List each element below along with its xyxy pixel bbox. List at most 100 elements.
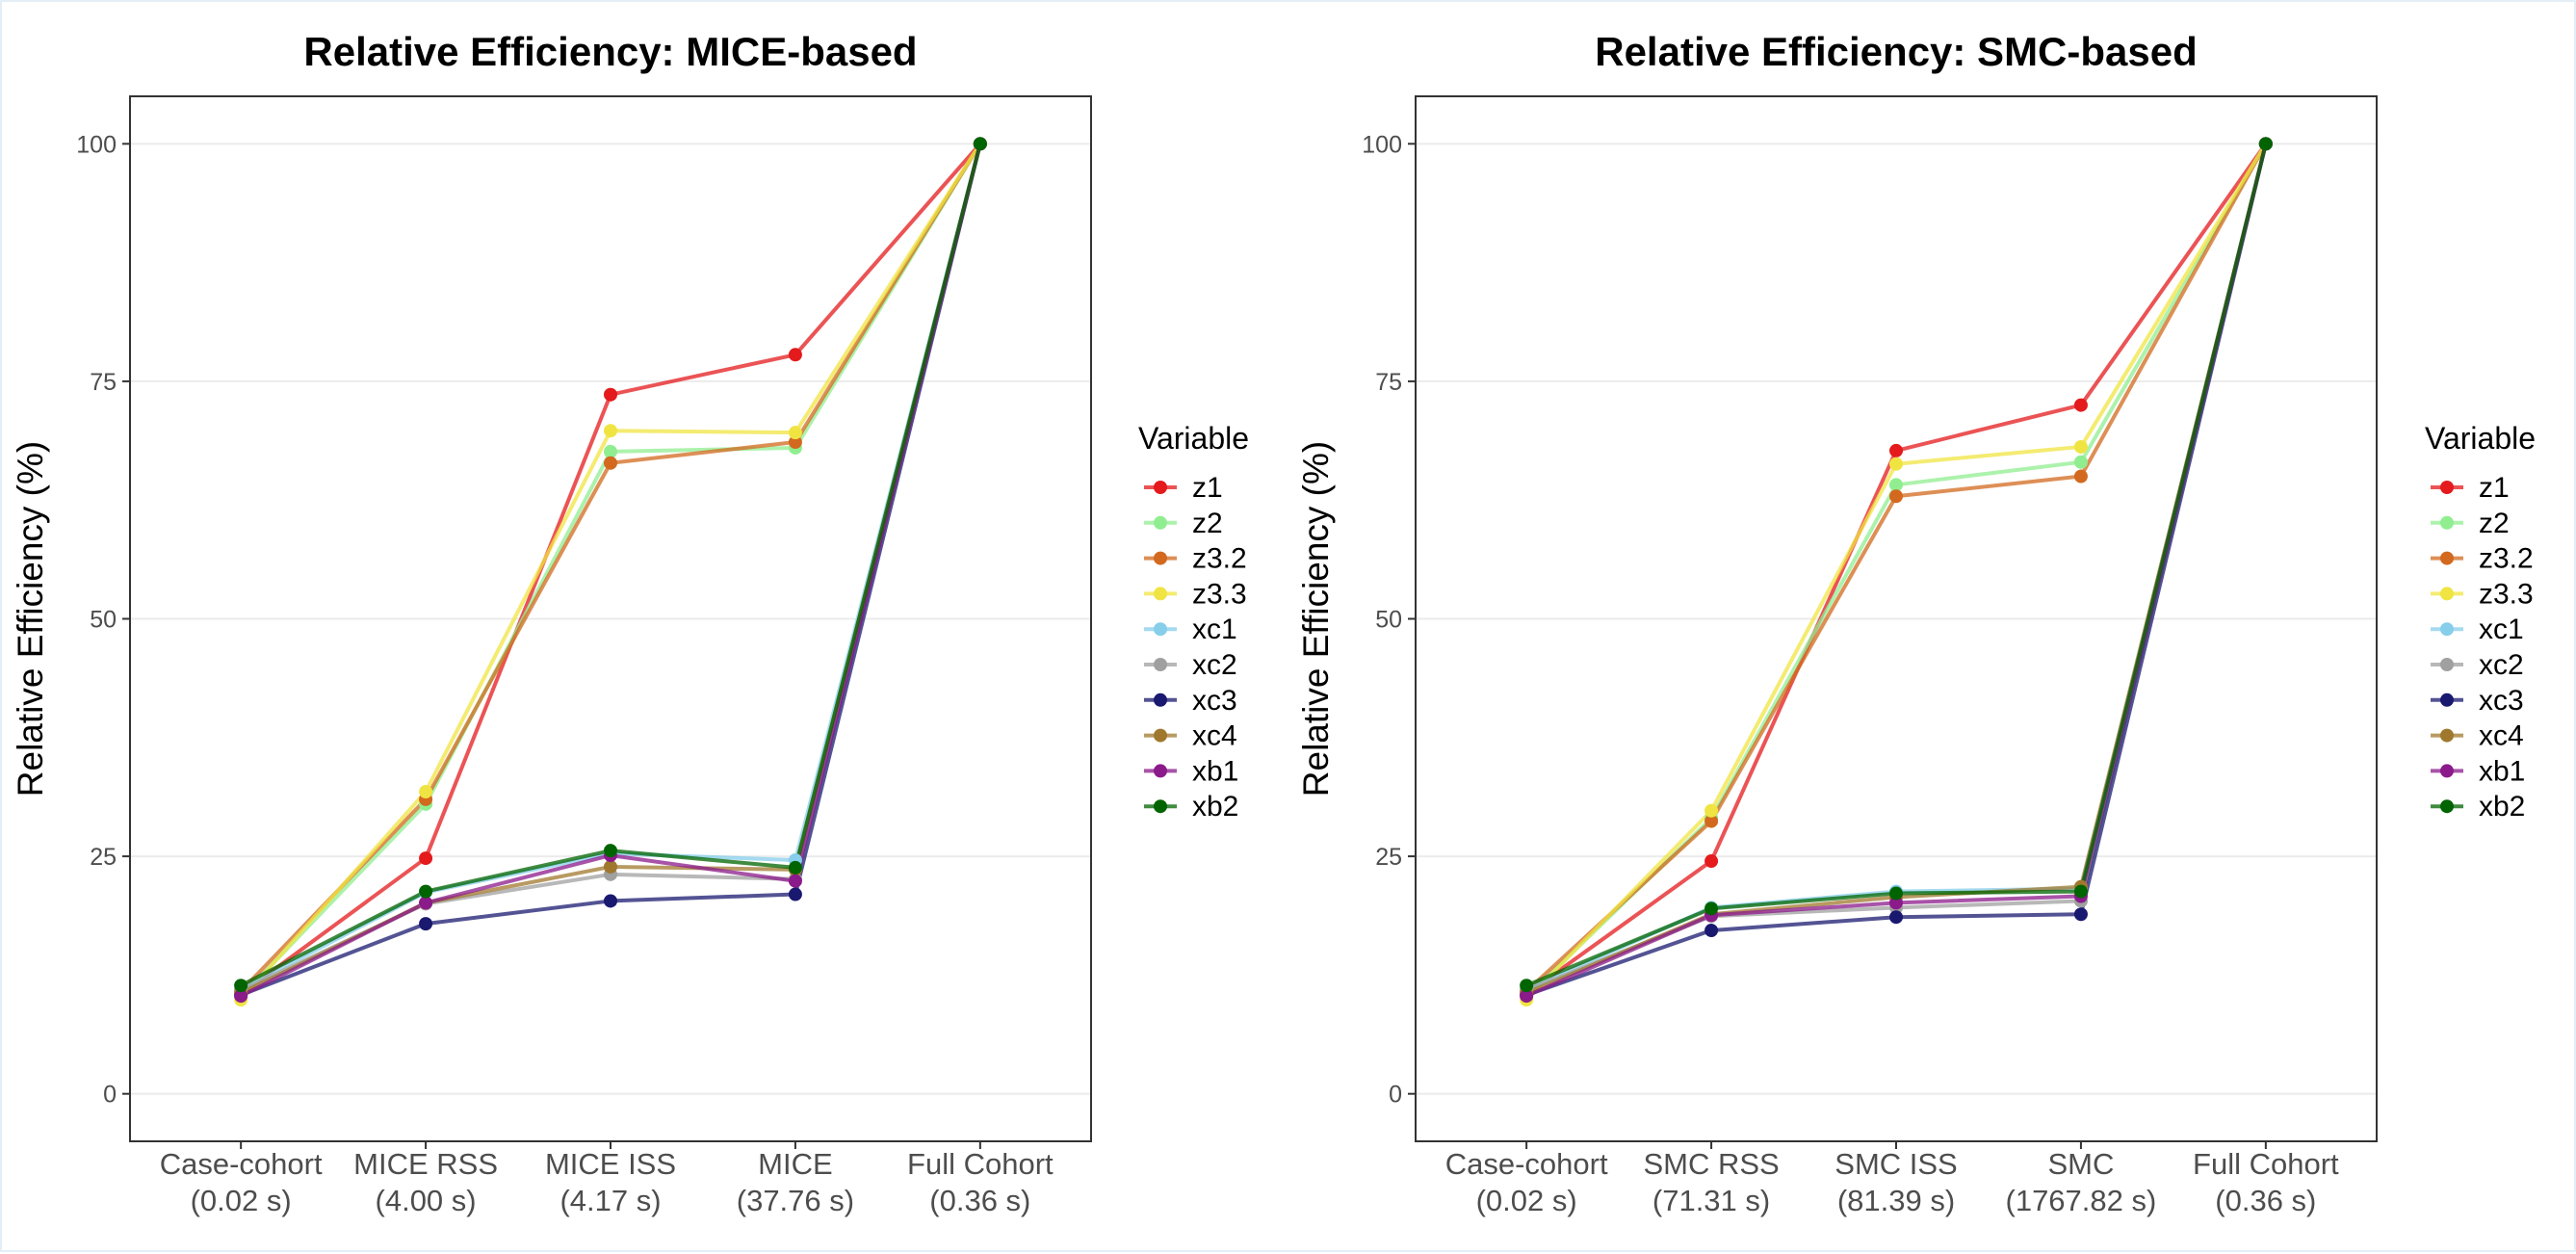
- chart1-legend-label: xb2: [1192, 791, 1238, 823]
- chart2-title: Relative Efficiency: SMC-based: [1595, 29, 2198, 74]
- chart2-series-line-xb2: [1525, 143, 2268, 988]
- chart2-xtick-label: SMC ISS (81.39 s): [1834, 1147, 1957, 1217]
- chart1-point-xb1: [788, 874, 802, 888]
- chart2-legend-key-point: [2440, 622, 2454, 637]
- chart1-xtick-label: Full Cohort (0.36 s): [907, 1147, 1054, 1217]
- chart1-point-z3.3: [604, 424, 617, 438]
- chart1-legend-key-point: [1154, 622, 1167, 637]
- chart1-point-xb2: [604, 844, 617, 858]
- chart1-legend-label: xc1: [1192, 614, 1237, 645]
- chart2-point-z3.2: [1704, 814, 1719, 828]
- chart2-series-line-z3.3: [1524, 143, 2268, 1002]
- chart1-legend-key-point: [1154, 551, 1167, 565]
- chart2-legend-label: xc1: [2479, 614, 2524, 645]
- chart1-point-z3.2: [788, 435, 802, 450]
- chart2-legend-key-point: [2440, 551, 2454, 565]
- chart1-legend-label: xb1: [1192, 755, 1238, 787]
- chart1-legend-key-point: [1154, 515, 1167, 530]
- chart2-y-axis-label: Relative Efficiency (%): [1296, 441, 1336, 797]
- chart2-legend-label: z3.3: [2479, 578, 2534, 610]
- chart1-point-xc3: [788, 887, 802, 901]
- chart1-point-z1: [419, 851, 433, 866]
- chart2-series-line-xc2: [1525, 143, 2268, 993]
- chart2-legend-key-point: [2440, 515, 2454, 530]
- chart1-xtick-label: MICE ISS (4.17 s): [545, 1147, 676, 1217]
- chart2-point-xb2: [1520, 979, 1534, 993]
- chart2-point-xb1: [1520, 989, 1534, 1004]
- chart1-legend-label: xc4: [1192, 720, 1237, 752]
- chart1-point-xb2: [419, 884, 433, 899]
- chart2-legend-key-point: [2440, 481, 2454, 494]
- chart1-legend-label: z3.2: [1192, 543, 1247, 575]
- chart2-legend-label: xc4: [2479, 720, 2524, 752]
- chart2-point-xb2: [2073, 884, 2088, 899]
- chart2-legend-label: xb1: [2479, 755, 2525, 787]
- chart1-point-xc4: [604, 859, 617, 874]
- chart2-point-xc3: [1704, 924, 1719, 938]
- chart2-ytick-label: 50: [1375, 607, 1402, 634]
- chart2-legend-label: z1: [2479, 472, 2510, 504]
- chart2-point-z3.2: [1889, 489, 1903, 504]
- chart2-point-z2: [2073, 455, 2088, 469]
- chart2-point-xc3: [2073, 907, 2088, 922]
- chart1-point-xc3: [419, 917, 433, 931]
- chart2-legend-label: z2: [2479, 508, 2510, 539]
- chart2-legend-key-point: [2440, 692, 2454, 707]
- chart1-xtick-label: MICE RSS (4.00 s): [353, 1147, 498, 1217]
- chart2-series-line-xb1: [1525, 143, 2268, 998]
- chart2-point-xb2: [2258, 137, 2273, 151]
- chart2-series-line-z3.2: [1524, 143, 2268, 993]
- chart1-legend-label: xc3: [1192, 685, 1237, 717]
- chart1-legend-label: z3.3: [1192, 578, 1247, 610]
- chart2-legend-key-point: [2440, 799, 2454, 814]
- chart1-legend-key-point: [1154, 658, 1167, 671]
- chart1-point-xb1: [419, 896, 433, 910]
- chart1-point-xb2: [234, 979, 248, 993]
- chart1-title: Relative Efficiency: MICE-based: [303, 29, 917, 74]
- chart2-legend-key-point: [2440, 728, 2454, 743]
- chart1-point-z1: [788, 348, 802, 362]
- chart1-ytick-label: 100: [76, 131, 117, 158]
- chart2-point-z3.3: [1889, 457, 1903, 471]
- chart1-point-xc3: [604, 894, 617, 908]
- chart2-legend-title: Variable: [2425, 421, 2536, 456]
- chart2-point-z1: [1704, 854, 1719, 869]
- chart1-legend-key-point: [1154, 728, 1167, 743]
- chart2-ytick-label: 100: [1362, 131, 1402, 158]
- chart2-point-xb1: [1889, 896, 1903, 910]
- chart2-legend-key-point: [2440, 658, 2454, 671]
- chart2-point-xb2: [1704, 901, 1719, 916]
- chart2-xtick-label: SMC (1767.82 s): [2006, 1147, 2157, 1217]
- chart2-xtick-label: SMC RSS (71.31 s): [1643, 1147, 1779, 1217]
- chart2-ytick-label: 0: [1389, 1082, 1402, 1109]
- chart2-xtick-label: Case-cohort (0.02 s): [1445, 1147, 1608, 1217]
- chart2-point-z2: [1889, 478, 1903, 492]
- chart1-legend-key-point: [1154, 799, 1167, 814]
- chart1-legend-label: z2: [1192, 508, 1223, 539]
- chart2-ytick-label: 75: [1375, 369, 1402, 396]
- chart1-point-xb2: [973, 137, 987, 151]
- chart2-point-xb2: [1889, 886, 1903, 901]
- chart1-legend-key-point: [1154, 692, 1167, 707]
- chart2-series-line-z2: [1524, 143, 2268, 999]
- chart2-point-z3.3: [2073, 439, 2088, 454]
- chart2-legend-label: xc2: [2479, 649, 2524, 681]
- chart2-series-line-xc4: [1525, 143, 2268, 995]
- chart2-series-line-z1: [1524, 143, 2268, 996]
- chart2-legend-label: xb2: [2479, 791, 2525, 823]
- chart1-xtick-label: Case-cohort (0.02 s): [160, 1147, 323, 1217]
- chart2-point-xc3: [1889, 910, 1903, 925]
- chart2-legend-label: xc3: [2479, 685, 2524, 717]
- chart2-point-z3.2: [2073, 469, 2088, 483]
- chart1-ytick-label: 0: [103, 1082, 117, 1109]
- chart2-legend-label: z3.2: [2479, 543, 2534, 575]
- chart1-point-z1: [604, 387, 617, 402]
- chart1-ytick-label: 25: [90, 844, 117, 871]
- chart2-series-line-xc3: [1525, 143, 2268, 997]
- chart2-legend-key-point: [2440, 764, 2454, 778]
- chart2-legend-key-point: [2440, 587, 2454, 601]
- chart1-legend-label: xc2: [1192, 649, 1237, 681]
- chart1-point-z3.3: [788, 426, 802, 440]
